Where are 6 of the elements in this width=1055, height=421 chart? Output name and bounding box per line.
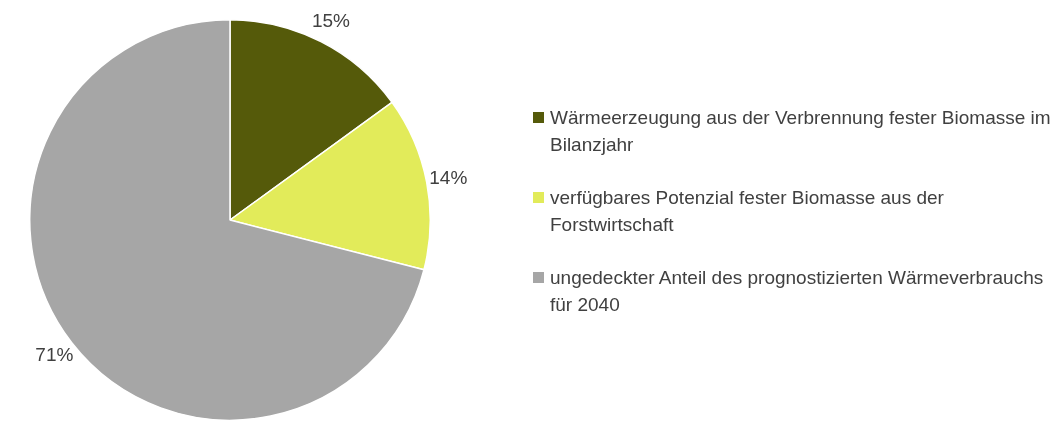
legend-label: verfügbares Potenzial fester Biomasse aus der Forstwirtschaft (550, 185, 945, 237)
data-label: 71% (35, 344, 74, 366)
data-label: 15% (311, 10, 351, 32)
legend-label: Wärmeerzeugung aus der Verbrennung fester Biomasse im Bilanzjahr (550, 105, 1052, 157)
legend-label: ungedeckter Anteil des prognostizierten Wärmeverbrauchs für 2040 (550, 265, 1045, 317)
data-label: 14% (429, 166, 468, 188)
